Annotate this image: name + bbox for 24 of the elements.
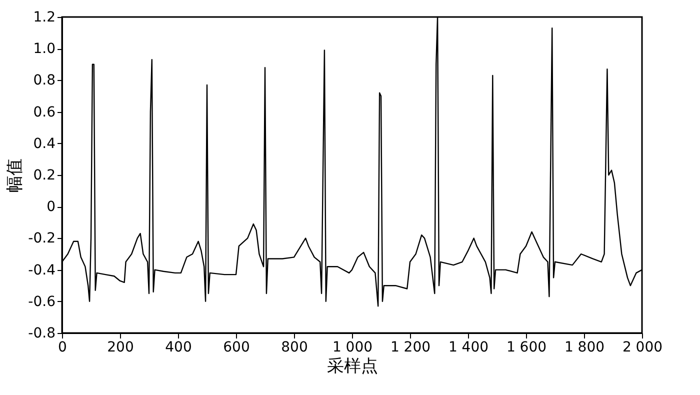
x-tick-label: 600	[223, 340, 250, 356]
y-tick-label: 1.2	[33, 10, 56, 26]
x-tick-label: 200	[107, 340, 134, 356]
x-tick-label: 1 200	[390, 340, 431, 356]
y-tick-label: -0.8	[28, 326, 56, 342]
y-tick-label: -0.4	[28, 262, 56, 278]
y-tick-label: 1.0	[33, 41, 56, 58]
y-tick-label: 0.8	[33, 72, 56, 89]
y-axis-title: 幅值	[5, 158, 26, 192]
y-tick-label: 0	[46, 199, 56, 216]
x-tick-label: 1 400	[448, 340, 489, 356]
x-tick-label: 800	[281, 340, 308, 356]
x-tick-label: 1 800	[564, 340, 605, 356]
x-tick-label: 1 600	[506, 340, 547, 356]
x-tick-label: 1 000	[332, 340, 373, 356]
y-tick-label: 0.6	[33, 104, 56, 120]
y-tick-label: 0.2	[33, 168, 56, 184]
y-tick-label: 0.4	[33, 136, 56, 152]
x-axis-title: 采样点	[327, 356, 378, 376]
y-tick-label: -0.2	[28, 230, 56, 247]
x-tick-label: 2 000	[622, 340, 663, 356]
x-tick-label: 0	[58, 340, 67, 356]
y-tick-label: -0.6	[28, 294, 56, 310]
x-tick-label: 400	[165, 340, 192, 356]
